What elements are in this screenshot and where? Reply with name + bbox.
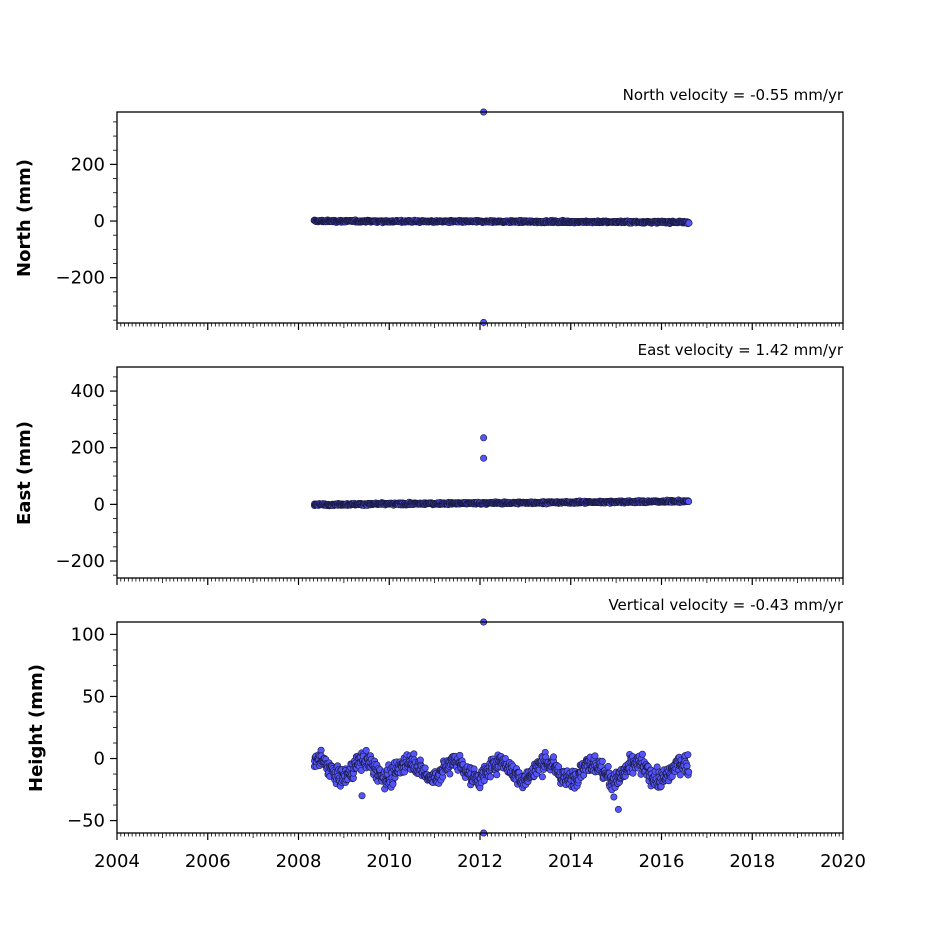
- y-tick-label: 0: [94, 494, 105, 515]
- data-point: [362, 746, 370, 754]
- east-data-points: [311, 434, 693, 510]
- data-point: [604, 763, 612, 771]
- north-velocity-title: North velocity = -0.55 mm/yr: [623, 86, 844, 104]
- y-tick-label: 0: [94, 749, 105, 770]
- x-tick-label: 2012: [457, 851, 503, 872]
- outlier-point: [480, 434, 488, 442]
- x-tick-label: 2004: [94, 851, 140, 872]
- data-point: [421, 764, 429, 772]
- x-tick-label: 2016: [639, 851, 685, 872]
- data-point: [389, 780, 397, 788]
- north-plot-frame: [116, 111, 844, 324]
- y-tick-label: 200: [71, 154, 105, 175]
- outlier-point: [358, 792, 366, 800]
- y-tick-label: 400: [71, 381, 105, 402]
- height-axis-label: Height (mm): [26, 664, 47, 792]
- data-point: [598, 757, 606, 765]
- x-tick-label: 2008: [276, 851, 322, 872]
- north-axis-ticks: −200 0 200: [56, 121, 844, 330]
- data-point: [538, 773, 546, 781]
- y-tick-label: −200: [56, 551, 105, 572]
- data-point: [638, 750, 646, 758]
- outlier-point: [614, 805, 622, 813]
- data-point: [685, 768, 693, 776]
- x-tick-label: 2018: [729, 851, 775, 872]
- data-point: [676, 771, 684, 779]
- y-tick-label: 0: [94, 211, 105, 232]
- x-tick-label: 2020: [820, 851, 866, 872]
- y-tick-label: 50: [82, 686, 105, 707]
- data-point: [685, 497, 693, 505]
- y-tick-label: 100: [71, 624, 105, 645]
- x-tick-label: 2014: [548, 851, 594, 872]
- east-plot-frame: [116, 366, 844, 579]
- x-tick-label: 2006: [185, 851, 231, 872]
- data-point: [591, 752, 599, 760]
- y-tick-label: −200: [56, 268, 105, 289]
- y-tick-label: 200: [71, 438, 105, 459]
- height-data-points: [310, 618, 693, 837]
- x-tick-label: 2010: [366, 851, 412, 872]
- vertical-velocity-title: Vertical velocity = -0.43 mm/yr: [608, 596, 843, 614]
- outlier-point: [480, 454, 488, 462]
- data-point: [486, 773, 494, 781]
- y-tick-label: −50: [67, 811, 105, 832]
- outlier-point: [610, 793, 618, 801]
- east-axis-label: East (mm): [14, 421, 35, 525]
- east-panel: East velocity = 1.42 mm/yr East (mm) −20…: [14, 341, 844, 585]
- north-data-points: [310, 108, 693, 326]
- data-point: [550, 753, 558, 761]
- east-velocity-title: East velocity = 1.42 mm/yr: [638, 341, 844, 359]
- east-axis-ticks: −200 0 200 400: [56, 376, 844, 585]
- data-point: [493, 771, 501, 779]
- data-point: [446, 770, 454, 778]
- data-point: [410, 750, 418, 758]
- north-panel: North velocity = -0.55 mm/yr North (mm) …: [14, 86, 844, 330]
- height-panel: Vertical velocity = -0.43 mm/yr Height (…: [26, 596, 866, 872]
- north-axis-label: North (mm): [14, 159, 35, 277]
- data-point: [684, 751, 692, 759]
- height-plot-frame: [116, 621, 844, 834]
- height-axis-ticks: 2004 2006 2008 2010 2012 2014 2016 2018 2020 −50 0…: [67, 624, 866, 872]
- data-point: [685, 219, 693, 227]
